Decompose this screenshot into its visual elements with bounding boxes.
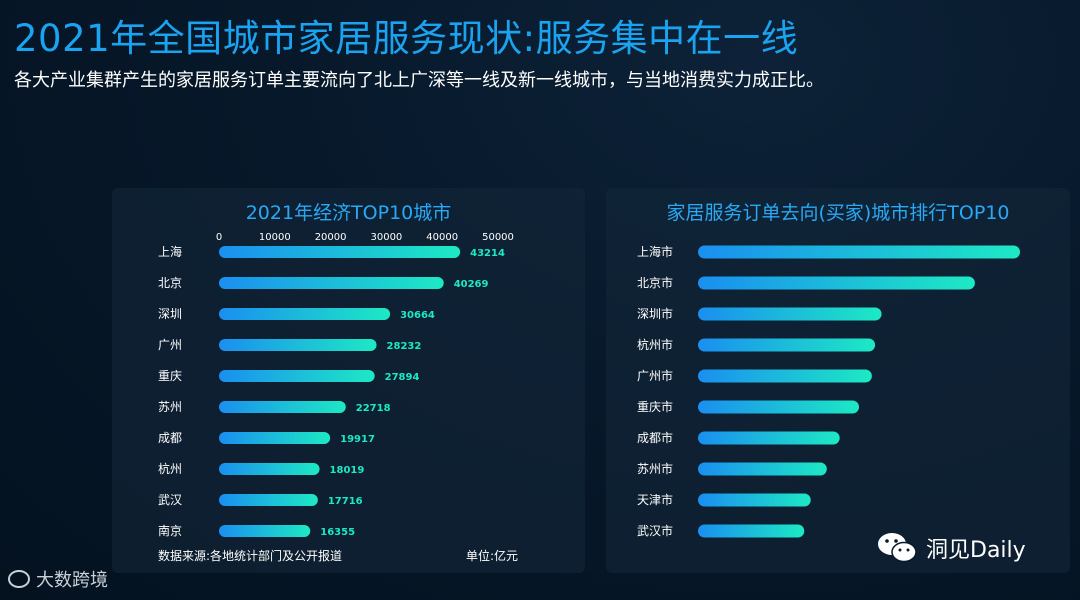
category-label: 深圳 — [158, 307, 182, 321]
category-label: 杭州 — [158, 461, 182, 476]
source-note: 数据来源:各地统计部门及公开报道 — [158, 549, 343, 563]
bar — [219, 308, 391, 320]
unit-note: 单位:亿元 — [466, 549, 519, 563]
watermark-right: 洞见Daily — [876, 530, 1026, 566]
bar — [219, 370, 375, 382]
bar — [698, 369, 872, 383]
value-label: 18019 — [330, 465, 365, 476]
category-label: 广州市 — [637, 368, 673, 383]
orders-top10-panel: 家居服务订单去向(买家)城市排行TOP10 上海市北京市深圳市杭州市广州市重庆市… — [606, 188, 1070, 573]
bar — [219, 463, 320, 475]
x-tick-label: 10000 — [259, 232, 291, 243]
category-label: 南京 — [158, 523, 182, 538]
value-label: 22718 — [356, 403, 391, 414]
value-label: 43214 — [470, 248, 505, 259]
bar — [219, 339, 377, 351]
category-label: 重庆市 — [637, 399, 673, 414]
bar — [698, 245, 1020, 259]
category-label: 杭州市 — [637, 337, 673, 352]
bar — [698, 431, 840, 445]
x-tick-label: 20000 — [315, 232, 347, 243]
value-label: 28232 — [387, 341, 422, 352]
watermark-left: 大数跨境 — [8, 566, 108, 592]
category-label: 北京 — [158, 276, 182, 290]
value-label: 27894 — [385, 372, 420, 383]
wechat-icon — [878, 533, 917, 563]
watermark-left-text: 大数跨境 — [36, 570, 108, 591]
category-label: 深圳市 — [637, 306, 673, 321]
bar — [219, 525, 311, 537]
value-label: 40269 — [454, 279, 489, 290]
category-label: 上海市 — [637, 244, 673, 259]
bar — [698, 493, 811, 507]
bar — [698, 338, 876, 352]
economy-chart-title: 2021年经济TOP10城市 — [245, 202, 452, 224]
x-tick-label: 0 — [216, 232, 222, 243]
value-label: 19917 — [340, 434, 375, 445]
bar — [698, 400, 859, 414]
bar — [698, 307, 882, 321]
bar — [698, 462, 827, 476]
category-label: 重庆 — [158, 369, 182, 383]
value-label: 16355 — [320, 527, 355, 538]
category-label: 苏州市 — [637, 461, 673, 476]
x-tick-label: 40000 — [426, 232, 458, 243]
economy-bar-chart: 0 10000 20000 30000 40000 50000 上海 43214 北京 40269… — [158, 232, 514, 538]
bar — [219, 432, 331, 444]
bar — [698, 276, 975, 290]
category-label: 成都市 — [637, 430, 673, 445]
category-label: 广州 — [158, 338, 182, 352]
bar — [219, 401, 346, 413]
page-subtitle: 各大产业集群产生的家居服务订单主要流向了北上广深等一线及新一线城市，与当地消费实… — [14, 70, 824, 91]
value-label: 30664 — [400, 310, 435, 321]
category-label: 苏州 — [158, 400, 182, 414]
category-label: 北京市 — [637, 275, 673, 290]
watermark-right-text: 洞见Daily — [926, 538, 1026, 563]
brand-logo-icon — [8, 570, 30, 588]
orders-chart-title: 家居服务订单去向(买家)城市排行TOP10 — [666, 202, 1010, 224]
category-label: 天津市 — [637, 492, 673, 507]
bar — [219, 277, 444, 289]
category-label: 武汉市 — [637, 523, 673, 538]
page-title: 2021年全国城市家居服务现状:服务集中在一线 — [14, 17, 799, 60]
bar — [698, 524, 805, 538]
x-tick-label: 50000 — [482, 232, 514, 243]
value-label: 17716 — [328, 496, 363, 507]
bar — [219, 246, 461, 258]
category-label: 上海 — [158, 244, 182, 259]
x-tick-label: 30000 — [370, 232, 402, 243]
category-label: 成都 — [158, 431, 182, 445]
bar — [219, 494, 318, 506]
economy-top10-panel: 2021年经济TOP10城市 0 10000 20000 30000 40000 5000… — [112, 188, 585, 573]
category-label: 武汉 — [158, 493, 182, 507]
